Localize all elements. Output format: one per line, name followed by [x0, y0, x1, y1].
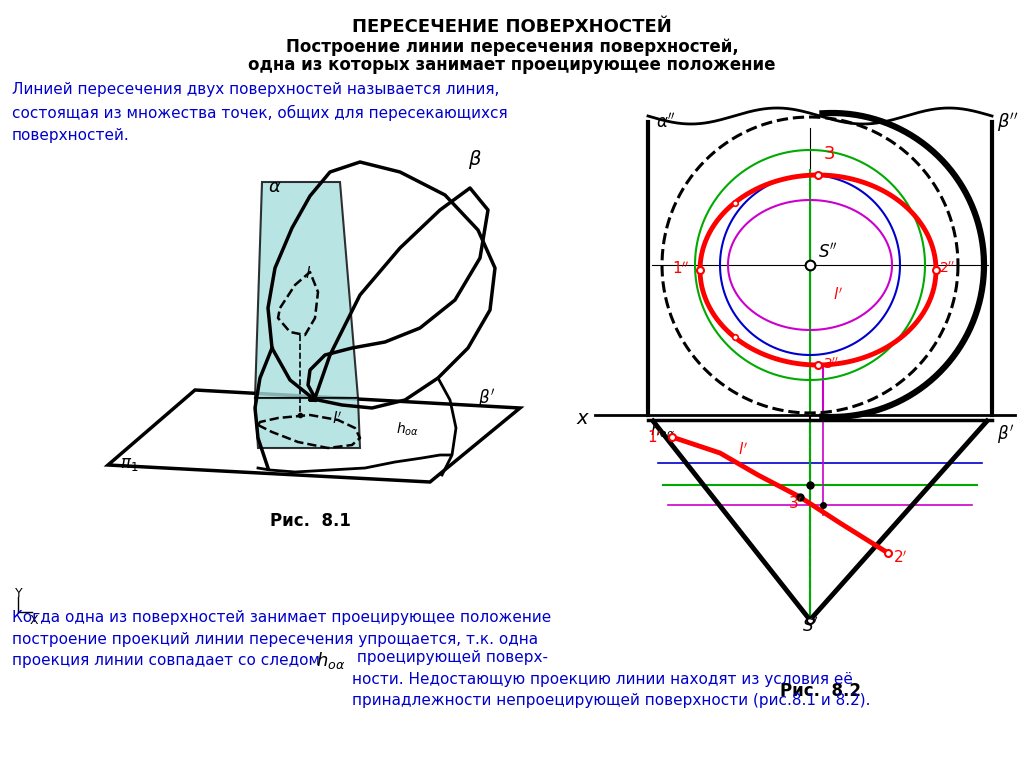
Text: Рис.  8.2: Рис. 8.2 [779, 682, 860, 700]
Text: $\beta''$: $\beta''$ [997, 111, 1019, 134]
Text: $\alpha''$: $\alpha''$ [656, 113, 676, 132]
Polygon shape [255, 398, 360, 448]
Text: $1''$: $1''$ [672, 261, 689, 277]
Text: $1'$: $1'$ [647, 430, 662, 446]
Text: Построение линии пересечения поверхностей,: Построение линии пересечения поверхносте… [286, 38, 738, 56]
Text: $\pi_1$: $\pi_1$ [120, 455, 138, 473]
Text: $h_{o\alpha}$: $h_{o\alpha}$ [650, 421, 675, 439]
Text: $h_{o\alpha}$: $h_{o\alpha}$ [396, 421, 419, 439]
Text: Рис.  8.1: Рис. 8.1 [269, 512, 350, 530]
Text: $l$: $l$ [305, 265, 311, 281]
Text: $\mathit{h}_{o\alpha}$: $\mathit{h}_{o\alpha}$ [316, 650, 345, 671]
Text: Когда одна из поверхностей занимает проецирующее положение
построение проекций л: Когда одна из поверхностей занимает прое… [12, 610, 551, 668]
Text: Y: Y [15, 587, 23, 600]
Text: $l'$: $l'$ [738, 441, 749, 458]
Text: ПЕРЕСЕЧЕНИЕ ПОВЕРХНОСТЕЙ: ПЕРЕСЕЧЕНИЕ ПОВЕРХНОСТЕЙ [352, 18, 672, 36]
Polygon shape [255, 182, 358, 398]
Text: Линией пересечения двух поверхностей называется линия,
состоящая из множества то: Линией пересечения двух поверхностей наз… [12, 82, 508, 143]
Text: $l'$: $l'$ [332, 410, 342, 427]
Text: $3''$: $3''$ [823, 357, 840, 372]
Text: проецирующей поверх-
ности. Недостающую проекцию линии находят из условия её
при: проецирующей поверх- ности. Недостающую … [352, 650, 870, 708]
Text: $\beta'$: $\beta'$ [478, 387, 495, 410]
Text: X: X [30, 614, 39, 627]
Text: $3'$: $3'$ [788, 495, 803, 512]
Text: $S''$: $S''$ [818, 242, 838, 261]
Text: $\alpha$: $\alpha$ [268, 178, 282, 196]
Text: $2'$: $2'$ [893, 549, 907, 566]
Text: $\beta'$: $\beta'$ [997, 423, 1014, 446]
Text: $3$: $3$ [823, 145, 835, 163]
Text: $S'$: $S'$ [802, 617, 819, 636]
Text: $l'$: $l'$ [833, 286, 843, 303]
Text: $2''$: $2''$ [939, 261, 955, 276]
Text: $\beta$: $\beta$ [468, 148, 482, 171]
Text: одна из которых занимает проецирующее положение: одна из которых занимает проецирующее по… [248, 56, 776, 74]
Text: x: x [577, 410, 588, 429]
